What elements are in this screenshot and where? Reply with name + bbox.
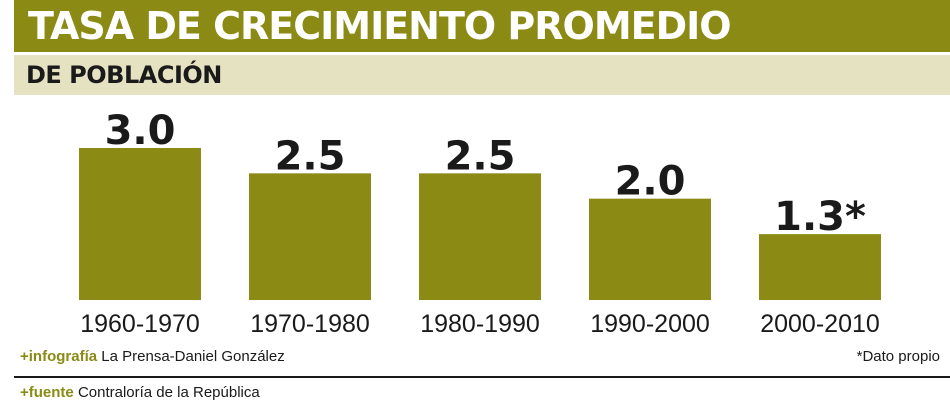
source-credit: +fuente Contraloría de la República	[20, 384, 260, 401]
value-label-1990-2000: 2.0	[615, 159, 686, 205]
value-label-1980-1990: 2.5	[445, 133, 516, 179]
infografia-credit: +infografía La Prensa-Daniel González	[20, 348, 285, 365]
bar-1960-1970	[79, 148, 201, 300]
infografia-prefix: +	[20, 348, 29, 365]
subtitle-band: DE POBLACIÓN	[14, 55, 950, 95]
fuente-prefix: +	[20, 384, 29, 401]
bar-1980-1990	[419, 173, 541, 300]
category-label-1970-1980: 1970-1980	[250, 310, 370, 338]
bar-1970-1980	[249, 173, 371, 300]
bar-1990-2000	[589, 198, 711, 300]
category-label-1960-1970: 1960-1970	[80, 310, 200, 338]
category-label-1980-1990: 1980-1990	[420, 310, 540, 338]
fuente-value: Contraloría de la República	[77, 384, 260, 401]
title-band: TASA DE CRECIMIENTO PROMEDIO	[14, 0, 950, 52]
fuente-key: fuente	[28, 384, 74, 401]
value-label-1970-1980: 2.5	[275, 133, 346, 179]
category-label-1990-2000: 1990-2000	[590, 310, 710, 338]
bar-chart: 3.0 1960-1970 2.5 1970-1980 2.5 1980-1990 2.0 1…	[79, 108, 881, 338]
value-label-2000-2010: 1.3*	[774, 194, 866, 240]
footer-divider	[14, 376, 950, 378]
value-label-1960-1970: 3.0	[105, 108, 176, 154]
chart-subtitle: DE POBLACIÓN	[26, 61, 222, 89]
chart-title: TASA DE CRECIMIENTO PROMEDIO	[28, 4, 732, 48]
footnote: *Dato propio	[856, 348, 940, 365]
bar-2000-2010	[759, 234, 881, 300]
infografia-value: La Prensa-Daniel González	[101, 348, 285, 365]
category-label-2000-2010: 2000-2010	[760, 310, 880, 338]
infografia-key: infografía	[28, 348, 98, 365]
